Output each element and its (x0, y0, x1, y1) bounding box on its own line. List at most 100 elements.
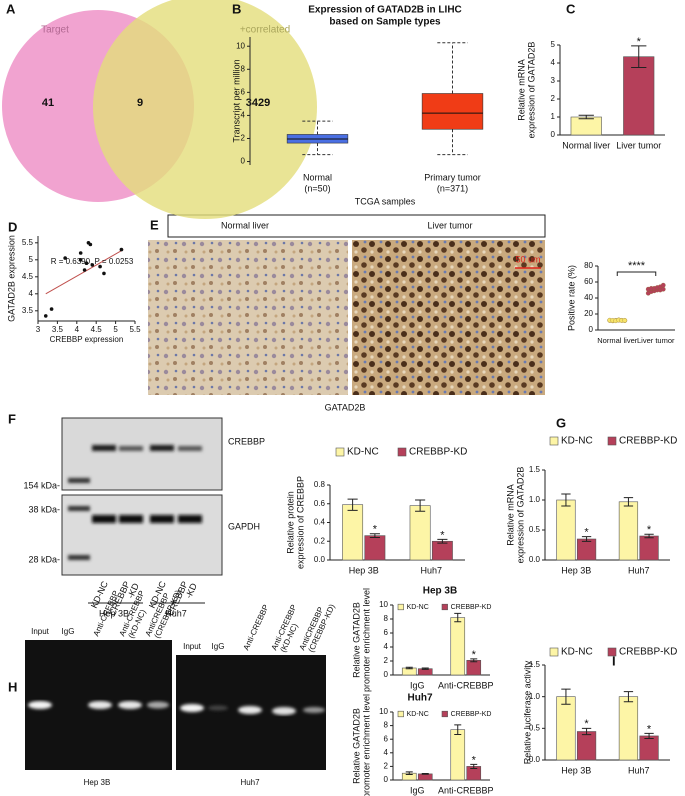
y-tick-label: 8 (384, 721, 389, 730)
point (78, 258, 83, 262)
x-tick-label: Liver tumor (637, 336, 675, 345)
point (78, 251, 83, 255)
bar (364, 535, 386, 561)
legend-label: CREBBP-KD (451, 604, 492, 611)
bar (639, 535, 659, 561)
legend-swatch (335, 447, 345, 457)
group-label: Huh7 (165, 608, 187, 618)
point (82, 268, 87, 272)
gel-bands (28, 701, 325, 715)
legend-swatch (441, 603, 448, 611)
point (88, 242, 93, 247)
x-tick-label: Hep 3B (561, 565, 591, 575)
x-tick-label: Huh7 (628, 765, 650, 775)
y-tick-label: 0.4 (314, 518, 326, 527)
y-tick-label: 4 (241, 111, 246, 120)
whisker (437, 129, 468, 156)
bar (409, 505, 431, 561)
lane-label: IgG (62, 627, 75, 636)
panel-letter: H (8, 679, 17, 694)
legend-label: KD-NC (561, 436, 593, 447)
set-label: +correlated (240, 25, 290, 36)
error-bar (437, 538, 448, 544)
legend-label: CREBBP-KD (619, 436, 677, 447)
x-tick-label: Hep 3B (349, 565, 379, 575)
y-tick-label: 6 (384, 628, 389, 637)
error-bar (421, 667, 429, 670)
box (421, 93, 484, 130)
x-tick-label: Liver tumor (616, 140, 661, 150)
point (84, 261, 89, 266)
error-bar (470, 658, 478, 663)
y-axis-label: Relative protein (285, 491, 295, 554)
y-tick-label: 60 (584, 277, 593, 286)
error-bar (369, 533, 380, 538)
legend-label: CREBBP-KD (451, 711, 492, 718)
panel-letter: E (150, 217, 159, 232)
blot-bands (68, 445, 202, 560)
chart-title: Hep 3B (423, 586, 457, 597)
x-tick-label: 3 (36, 325, 41, 334)
lane-label: Anti-CREBBP (242, 603, 271, 652)
y-tick-label: 1 (551, 112, 556, 121)
error-bar (581, 536, 592, 542)
x-tick-label: Huh7 (628, 565, 650, 575)
y-tick-label: 40 (584, 293, 593, 302)
point (119, 247, 124, 252)
legend-swatch (441, 710, 448, 718)
bar (450, 617, 466, 676)
legend-swatch (397, 603, 404, 611)
y-tick-label: 10 (236, 41, 245, 50)
error-bar (561, 688, 571, 705)
error-bar (421, 773, 429, 775)
gel-caption: Huh7 (240, 778, 260, 787)
lane-label: Input (31, 627, 50, 636)
y-tick-label: 4 (384, 748, 389, 757)
y-axis-label: expression of GATAD2B (526, 42, 536, 139)
y-axis-label: Relative mRNA (505, 484, 515, 546)
y-axis-label: expression of CREBBP (295, 476, 305, 569)
y-axis-label: expression of GATAD2B (515, 467, 525, 564)
y-tick-label: 2 (384, 656, 389, 665)
y-tick-label: 0 (551, 130, 556, 139)
panel-letter: A (6, 1, 16, 16)
panel-letter: B (232, 1, 241, 16)
y-axis-label: Relative luciferase activity (522, 660, 532, 764)
lane-label: IgG (212, 642, 225, 651)
y-tick-label: 1.0 (529, 692, 541, 701)
y-tick-label: 4.5 (22, 272, 34, 281)
error-bar (405, 771, 413, 776)
legend-label: KD-NC (407, 711, 429, 718)
x-tick-label: 5.5 (129, 325, 141, 334)
significance: * (637, 36, 642, 48)
significance: * (373, 524, 378, 536)
y-tick-label: 10 (379, 707, 388, 716)
whisker (302, 143, 333, 156)
y-axis-label: promoter enrichment level (361, 588, 371, 692)
significance-bracket (616, 271, 657, 276)
y-tick-label: 4 (551, 58, 556, 67)
image-caption: GATAD2B (325, 402, 366, 412)
error-bar (644, 533, 654, 539)
legend-label: KD-NC (407, 604, 429, 611)
y-tick-label: 2 (551, 94, 556, 103)
y-tick-label: 2 (384, 762, 389, 771)
chart-title: based on Sample types (329, 17, 441, 28)
y-tick-label: 0.5 (529, 525, 541, 534)
y-tick-label: 4 (29, 289, 34, 298)
y-tick-label: 3 (551, 76, 556, 85)
blot-label: CREBBP (228, 436, 265, 446)
error-bar (347, 498, 358, 511)
whisker (437, 42, 468, 94)
y-tick-label: 8 (241, 64, 246, 73)
marker-label: 28 kDa- (28, 554, 60, 564)
legend-swatch (549, 647, 559, 657)
y-tick-label: 10 (379, 600, 388, 609)
venn-set (93, 0, 317, 219)
bar (450, 729, 466, 781)
point (98, 264, 102, 269)
legend-swatch (549, 436, 559, 446)
x-tick-label: Huh7 (420, 565, 442, 575)
legend-label: CREBBP-KD (619, 647, 677, 658)
